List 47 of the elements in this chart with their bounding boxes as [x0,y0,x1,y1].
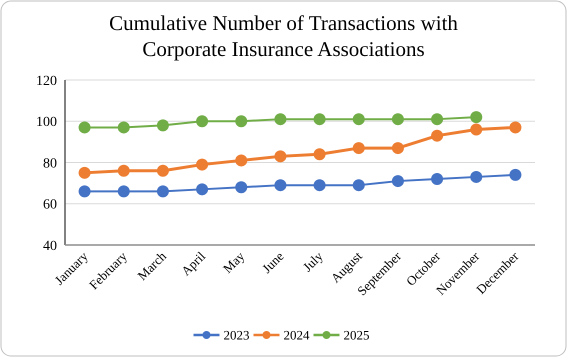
point [78,185,91,198]
legend-label: 2024 [284,328,310,343]
point [78,166,91,179]
x-tick-label: May [220,248,248,276]
point [274,179,286,192]
legend-label: 2025 [344,328,370,343]
point [274,113,286,126]
point [352,142,365,154]
point [274,150,286,162]
point [235,181,248,194]
y-tick-label: 60 [43,198,57,213]
point [352,113,365,126]
point [196,115,208,128]
point [118,121,130,134]
point [470,111,482,124]
point [431,130,444,142]
point [470,170,482,183]
point [509,121,522,134]
y-tick-label: 120 [36,74,57,89]
chart-title: Cumulative Number of Transactions with Corporate Insurance Associations [109,11,458,61]
point [78,121,91,134]
point [156,185,169,198]
point [392,175,404,188]
point [509,168,522,181]
point [314,179,326,192]
point [431,173,444,185]
point [314,113,326,126]
x-tick-label: July [300,248,326,274]
point [431,113,444,126]
point [156,164,169,177]
point [196,183,208,196]
y-tick-label: 100 [36,115,57,130]
x-tick-label: June [259,248,287,276]
point [470,124,482,136]
point [392,113,404,126]
point [196,158,208,171]
point [352,179,365,192]
point [235,154,248,166]
point [118,164,130,177]
point [235,115,248,128]
point [392,142,404,154]
point [118,185,130,198]
y-tick-label: 40 [43,238,57,254]
legend-label: 2023 [224,328,250,343]
y-tick-label: 80 [43,156,57,172]
point [314,148,326,160]
point [156,119,169,132]
